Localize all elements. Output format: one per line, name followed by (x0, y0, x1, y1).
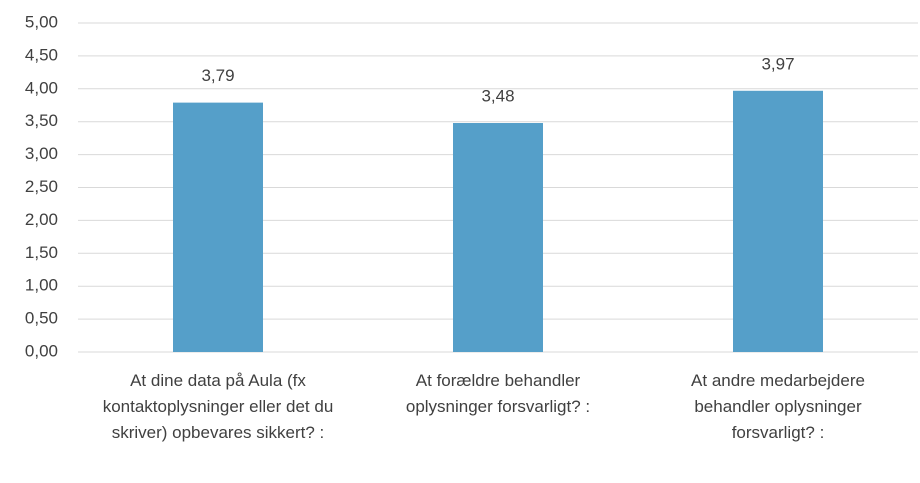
y-tick-label: 0,00 (25, 341, 58, 360)
y-tick-label: 4,50 (25, 45, 58, 64)
value-label: 3,48 (481, 87, 514, 106)
y-tick-label: 0,50 (25, 309, 58, 328)
y-tick-label: 2,50 (25, 177, 58, 196)
value-label: 3,79 (201, 66, 234, 85)
x-tick-label: At forældre behandler oplysninger forsva… (405, 371, 591, 416)
y-tick-label: 2,00 (25, 210, 58, 229)
y-tick-label: 1,00 (25, 276, 58, 295)
y-tick-label: 4,00 (25, 78, 58, 97)
y-tick-label: 1,50 (25, 243, 58, 262)
bar (453, 123, 543, 353)
value-label: 3,97 (761, 54, 794, 73)
x-tick-label: At andre medarbejdere behandler oplysnin… (691, 371, 865, 442)
y-tick-label: 3,50 (25, 111, 58, 130)
bar (733, 90, 823, 353)
y-tick-label: 3,00 (25, 144, 58, 163)
bar (173, 102, 263, 352)
y-tick-label: 5,00 (25, 12, 58, 31)
x-tick-label: At dine data på Aula (fx kontaktoplysnin… (102, 371, 334, 442)
